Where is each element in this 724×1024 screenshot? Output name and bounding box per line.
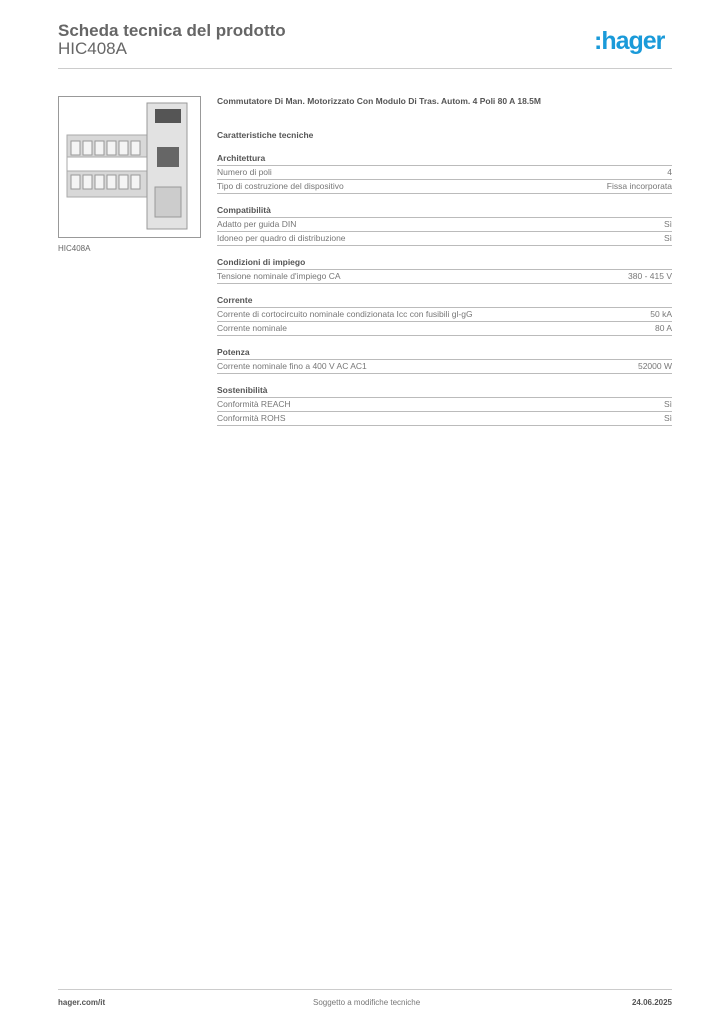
spec-label: Adatto per guida DIN [217,219,297,229]
footer-divider [58,989,672,990]
spec-row: Corrente nominale 80 A [217,322,672,336]
product-code: HIC408A [58,39,127,58]
spec-label: Corrente di cortocircuito nominale condi… [217,309,473,319]
specs-column: Commutatore Di Man. Motorizzato Con Modu… [217,96,672,437]
spec-group: Compatibilità Adatto per guida DIN Sì Idone… [217,205,672,246]
spec-row: Tipo di costruzione del dispositivo Fissa… [217,180,672,194]
spec-row: Conformità REACH Sì [217,398,672,412]
spec-group-title: Condizioni di impiego [217,257,672,270]
spec-group: Sostenibilità Conformità REACH Sì Conformit… [217,385,672,426]
spec-value: Sì [663,219,672,229]
spec-group: Architettura Numero di poli 4 Tipo di costr… [217,153,672,194]
spec-label: Tipo di costruzione del dispositivo [217,181,344,191]
page-title: Scheda tecnica del prodotto [58,21,286,40]
spec-label: Conformità REACH [217,399,291,409]
spec-value: Sì [663,233,672,243]
spec-value: 380 - 415 V [628,271,672,281]
spec-label: Corrente nominale fino a 400 V AC AC1 [217,361,367,371]
hager-logo: :hager [594,27,665,55]
spec-row: Numero di poli 4 [217,166,672,180]
spec-label: Numero di poli [217,167,272,177]
section-title: Caratteristiche tecniche [217,130,314,140]
spec-group-title: Potenza [217,347,672,360]
spec-label: Corrente nominale [217,323,287,333]
spec-group: Corrente Corrente di cortocircuito nomina… [217,295,672,336]
spec-value: Sì [663,399,672,409]
spec-value: 4 [667,167,672,177]
spec-group: Potenza Corrente nominale fino a 400 V AC… [217,347,672,374]
spec-group-title: Corrente [217,295,672,308]
spec-value: 80 A [654,323,672,333]
spec-groups: Architettura Numero di poli 4 Tipo di costr… [217,153,672,426]
spec-value: 50 kA [650,309,672,319]
spec-label: Idoneo per quadro di distribuzione [217,233,346,243]
footer-note: Soggetto a modifiche tecniche [313,998,421,1007]
spec-label: Conformità ROHS [217,413,286,423]
spec-group-title: Sostenibilità [217,385,672,398]
spec-value: 52000 W [637,361,672,371]
spec-value: Sì [663,413,672,423]
spec-row: Tensione nominale d'impiego CA 380 - 415 … [217,270,672,284]
spec-group-title: Architettura [217,153,672,166]
footer-website[interactable]: hager.com/it [58,998,106,1007]
spec-label: Tensione nominale d'impiego CA [217,271,341,281]
footer-date: 24.06.2025 [631,998,672,1007]
spec-row: Adatto per guida DIN Sì [217,218,672,232]
spec-row: Idoneo per quadro di distribuzione Sì [217,232,672,246]
header-divider [58,68,672,69]
image-caption: HIC408A [58,244,91,253]
spec-value: Fissa incorporata [606,181,672,191]
spec-row: Conformità ROHS Sì [217,412,672,426]
spec-group: Condizioni di impiego Tensione nominale d… [217,257,672,284]
spec-row: Corrente nominale fino a 400 V AC AC1 520… [217,360,672,374]
product-title: Commutatore Di Man. Motorizzato Con Modu… [217,96,541,106]
product-image [58,96,201,238]
spec-row: Corrente di cortocircuito nominale condi… [217,308,672,322]
spec-group-title: Compatibilità [217,205,672,218]
